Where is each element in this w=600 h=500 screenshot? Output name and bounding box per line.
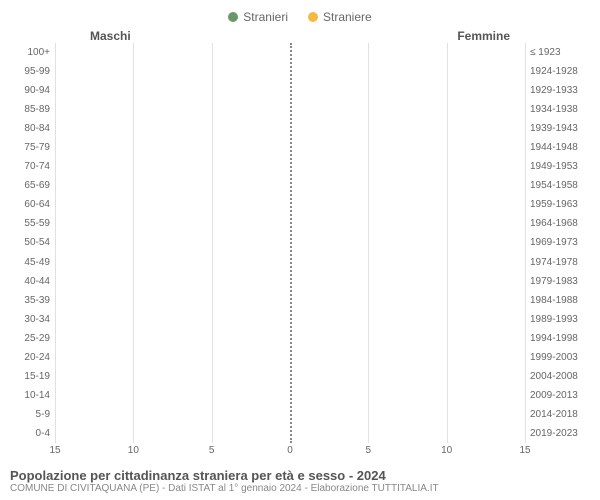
birth-year-label: 1954-1958 [530,180,590,191]
bar-row [55,62,525,81]
x-tick-label: 10 [128,445,139,456]
x-axis: 15 10 5 0 5 10 15 [10,445,590,460]
age-group-label: 60-64 [10,199,50,210]
legend-label-female: Straniere [323,10,372,24]
birth-year-label: 1969-1973 [530,237,590,248]
bar-row [55,291,525,310]
birth-year-label: 1959-1963 [530,199,590,210]
legend-item-female: Straniere [308,10,372,24]
age-group-label: 90-94 [10,85,50,96]
age-group-label: 35-39 [10,295,50,306]
age-group-label: 0-4 [10,428,50,439]
age-group-label: 15-19 [10,371,50,382]
population-pyramid-chart: Fasce di età Anni di nascita Stranieri S… [0,0,600,500]
bar-row [55,176,525,195]
y-axis-label-left: Fasce di età [0,162,1,225]
age-group-label: 20-24 [10,352,50,363]
legend-dot-female [308,12,318,22]
bar-row [55,214,525,233]
legend-item-male: Stranieri [228,10,288,24]
x-tick-label: 15 [49,445,60,456]
gridline [525,43,526,443]
birth-year-label: 1949-1953 [530,161,590,172]
bar-row [55,157,525,176]
age-group-label: 30-34 [10,314,50,325]
x-tick-label: 10 [441,445,452,456]
birth-year-label: 1964-1968 [530,218,590,229]
birth-year-label: 1984-1988 [530,295,590,306]
age-group-label: 100+ [10,47,50,58]
age-group-label: 40-44 [10,276,50,287]
x-axis-ticks: 15105051015 [55,445,525,460]
age-group-label: 75-79 [10,142,50,153]
bar-row [55,424,525,443]
birth-year-label: 1994-1998 [530,333,590,344]
bar-row [55,367,525,386]
birth-year-label: 1939-1943 [530,123,590,134]
age-group-label: 10-14 [10,390,50,401]
birth-year-label: 1934-1938 [530,104,590,115]
column-headers: Maschi Femmine [10,29,590,43]
header-male: Maschi [90,29,131,43]
age-group-label: 25-29 [10,333,50,344]
birth-year-label: 1924-1928 [530,66,590,77]
footer-subtitle: COMUNE DI CIVITAQUANA (PE) - Dati ISTAT … [10,483,590,494]
legend: Stranieri Straniere [10,10,590,24]
x-tick-label: 0 [287,445,293,456]
header-female: Femmine [457,29,510,43]
birth-year-label: 2014-2018 [530,409,590,420]
bar-row [55,329,525,348]
x-tick-label: 5 [366,445,372,456]
bar-row [55,43,525,62]
birth-year-label: 2009-2013 [530,390,590,401]
age-group-label: 80-84 [10,123,50,134]
bar-row [55,348,525,367]
bar-row [55,253,525,272]
birth-year-label: 1974-1978 [530,257,590,268]
bar-row [55,272,525,291]
age-group-label: 65-69 [10,180,50,191]
birth-year-label: 1979-1983 [530,276,590,287]
age-group-label: 70-74 [10,161,50,172]
x-tick-label: 15 [519,445,530,456]
bar-row [55,100,525,119]
bar-row [55,386,525,405]
birth-year-label: 1989-1993 [530,314,590,325]
bar-row [55,195,525,214]
bars-container [55,43,525,443]
birth-year-label: 2004-2008 [530,371,590,382]
age-group-label: 50-54 [10,237,50,248]
y-axis-age-groups: 100+ 95-99 90-94 85-89 80-84 75-79 70-74 65-69 6… [10,43,55,443]
bar-row [55,81,525,100]
footer-title: Popolazione per cittadinanza straniera p… [10,468,590,483]
age-group-label: 85-89 [10,104,50,115]
y-axis-birth-years: ≤ 1923 1924-1928 1929-1933 1934-1938 1939-19… [525,43,590,443]
bar-row [55,233,525,252]
age-group-label: 5-9 [10,409,50,420]
bar-row [55,138,525,157]
birth-year-label: 1944-1948 [530,142,590,153]
chart-footer: Popolazione per cittadinanza straniera p… [10,468,590,494]
birth-year-label: 1929-1933 [530,85,590,96]
birth-year-label: ≤ 1923 [530,47,590,58]
bar-row [55,119,525,138]
legend-label-male: Stranieri [243,10,288,24]
age-group-label: 95-99 [10,66,50,77]
birth-year-label: 1999-2003 [530,352,590,363]
bar-row [55,405,525,424]
bar-row [55,310,525,329]
legend-dot-male [228,12,238,22]
birth-year-label: 2019-2023 [530,428,590,439]
chart-area: 100+ 95-99 90-94 85-89 80-84 75-79 70-74 65-69 6… [10,43,590,443]
x-tick-label: 5 [209,445,215,456]
age-group-label: 45-49 [10,257,50,268]
age-group-label: 55-59 [10,218,50,229]
